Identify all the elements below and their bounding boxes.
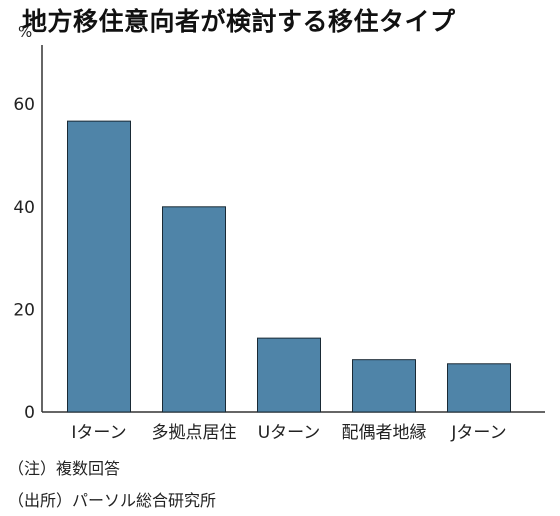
y-ticks: 0 20 40 60 — [13, 95, 35, 423]
bars — [67, 120, 511, 413]
y-tick-label: 60 — [13, 95, 35, 115]
x-category-label: 配偶者地縁 — [342, 423, 427, 443]
y-unit-label: % — [18, 23, 32, 41]
bar — [67, 120, 131, 413]
x-category-label: Uターン — [258, 423, 321, 443]
footnote: （注）複数回答 — [8, 459, 121, 478]
bar — [352, 359, 416, 413]
category-labels: Iターン 多拠点居住 Uターン 配偶者地縁 Jターン — [71, 423, 506, 443]
y-tick-label: 40 — [13, 198, 35, 218]
y-tick-label: 20 — [13, 300, 35, 320]
bar — [162, 206, 226, 413]
source-note: （出所）パーソル総合研究所 — [8, 491, 217, 510]
y-tick-label: 0 — [24, 403, 35, 423]
x-category-label: Iターン — [71, 423, 126, 443]
x-category-label: 多拠点居住 — [152, 423, 237, 443]
x-category-label: Jターン — [450, 423, 506, 443]
bar — [257, 337, 321, 413]
chart-title: 地方移住意向者が検討する移住タイプ — [22, 7, 456, 36]
bar — [447, 363, 511, 413]
